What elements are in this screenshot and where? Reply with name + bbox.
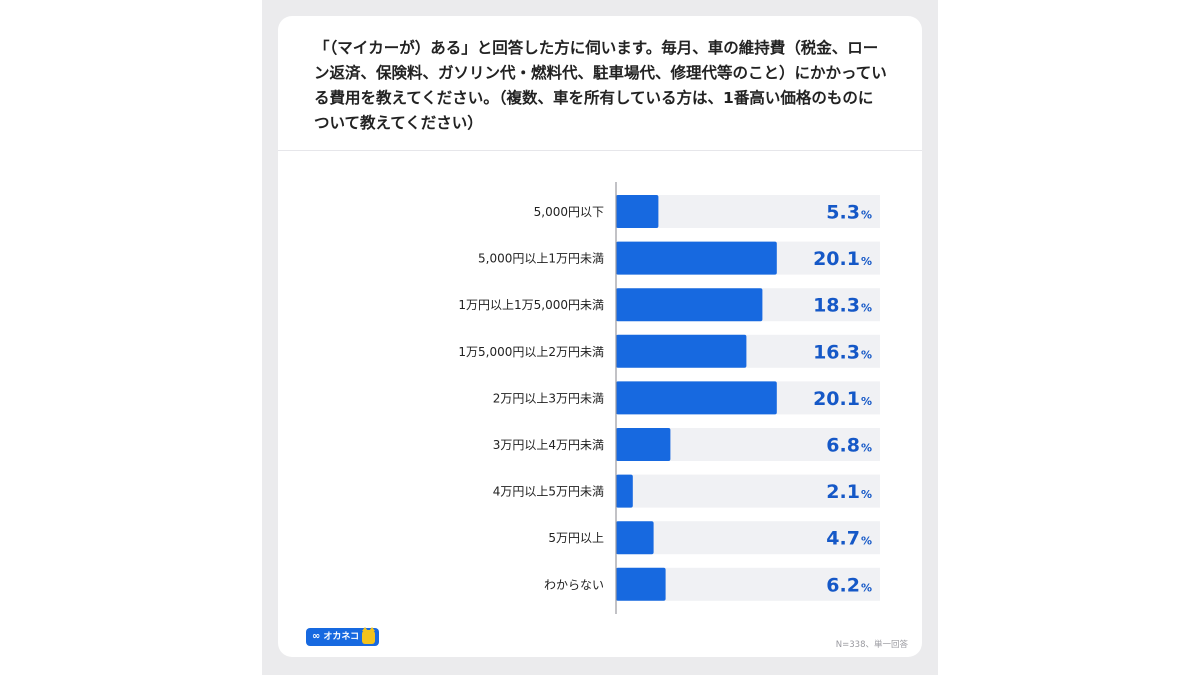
bar-chart: 5,000円以下 5.3% 5,000円以上1万円未満 20.1% 1万円以上1万5,0… <box>458 182 880 614</box>
question-header: 「（マイカーが）ある」と回答した方に伺います。毎月、車の維持費（税金、ローン返済… <box>278 16 922 151</box>
bar <box>616 288 763 322</box>
value-label: 2.1% <box>826 481 872 503</box>
bar <box>616 567 666 601</box>
page-background: 「（マイカーが）ある」と回答した方に伺います。毎月、車の維持費（税金、ローン返済… <box>262 0 938 675</box>
category-label: わからない <box>544 578 604 592</box>
value-label: 4.7% <box>826 528 872 550</box>
infinity-logo-mark: ∞ <box>312 631 321 642</box>
value-label: 5.3% <box>826 202 872 224</box>
bar-row: 1万円以上1万5,000円未満 18.3% <box>458 288 880 322</box>
value-label: 6.8% <box>826 435 872 457</box>
bar-track <box>616 521 880 555</box>
logo-text: オカネコ <box>323 632 360 642</box>
bar-row: 4万円以上5万円未満 2.1% <box>493 474 880 508</box>
category-label: 5,000円以下 <box>534 205 604 219</box>
bar <box>616 381 777 415</box>
value-label: 16.3% <box>813 341 872 363</box>
bar <box>616 334 747 368</box>
bar-track <box>616 474 880 508</box>
category-label: 3万円以上4万円未満 <box>493 438 604 452</box>
bar <box>616 474 633 508</box>
bar-row: 5万円以上 4.7% <box>548 521 880 555</box>
bar-row: 3万円以上4万円未満 6.8% <box>493 428 880 461</box>
bar <box>616 428 671 461</box>
survey-card: 「（マイカーが）ある」と回答した方に伺います。毎月、車の維持費（税金、ローン返済… <box>278 16 922 657</box>
sample-size-note: N=338、単一回答 <box>835 640 908 650</box>
question-text: 「（マイカーが）ある」と回答した方に伺います。毎月、車の維持費（税金、ローン返済… <box>314 39 887 132</box>
bar-track <box>616 195 880 228</box>
category-label: 1万円以上1万5,000円未満 <box>458 298 604 312</box>
bar-row: 5,000円以上1万円未満 20.1% <box>478 241 880 275</box>
cat-mascot-icon <box>362 627 376 644</box>
category-label: 4万円以上5万円未満 <box>493 485 604 499</box>
bar-row: 2万円以上3万円未満 20.1% <box>493 381 880 415</box>
bar <box>616 195 659 228</box>
category-label: 2万円以上3万円未満 <box>493 391 604 405</box>
value-label: 20.1% <box>813 248 872 270</box>
category-label: 5,000円以上1万円未満 <box>478 252 604 266</box>
value-label: 18.3% <box>813 295 872 317</box>
bar <box>616 521 654 555</box>
value-label: 20.1% <box>813 388 872 410</box>
bar-row: わからない 6.2% <box>544 567 880 601</box>
okaneko-logo: ∞ オカネコ <box>306 627 380 646</box>
category-label: 1万5,000円以上2万円未満 <box>458 345 604 359</box>
value-label: 6.2% <box>826 574 872 596</box>
bar-row: 1万5,000円以上2万円未満 16.3% <box>458 334 880 368</box>
bar-row: 5,000円以下 5.3% <box>534 195 880 228</box>
bar <box>616 241 777 275</box>
category-label: 5万円以上 <box>548 531 604 545</box>
